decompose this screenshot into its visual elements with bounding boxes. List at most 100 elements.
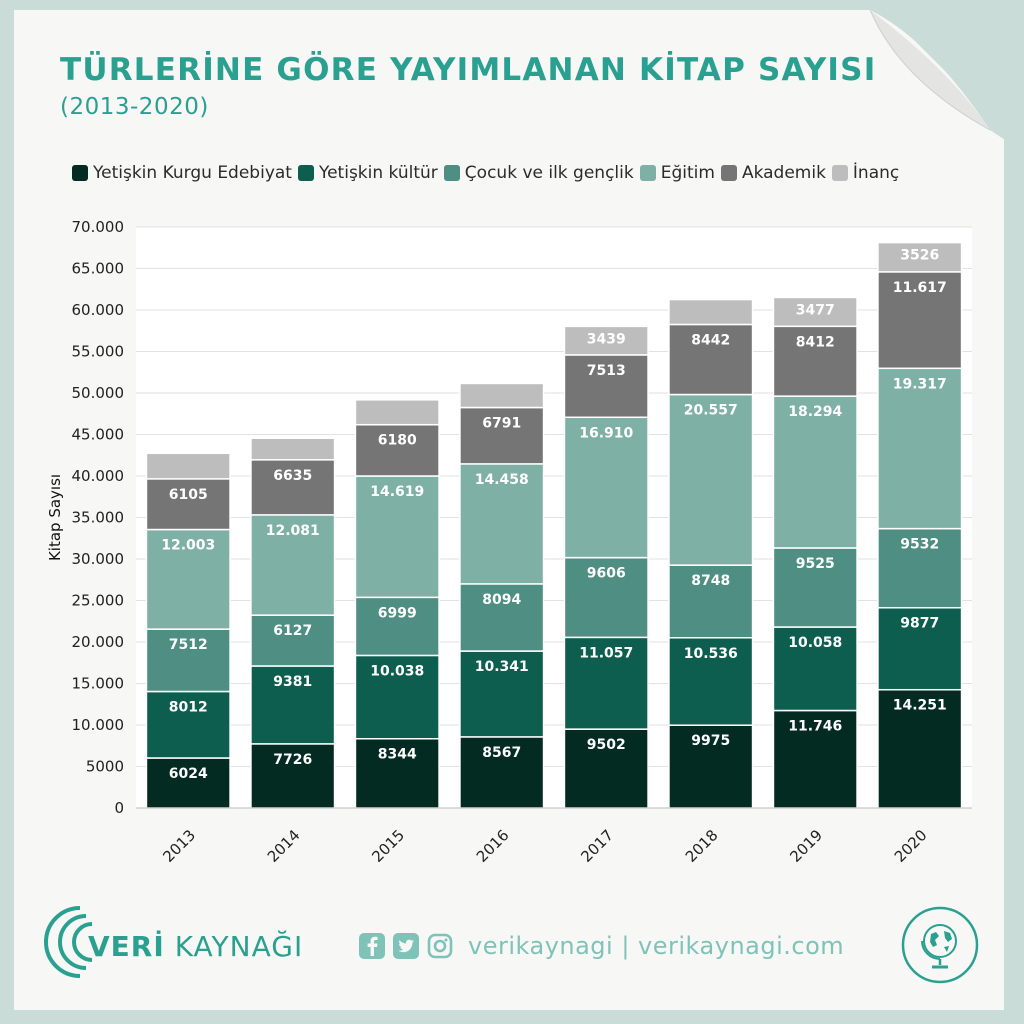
y-tick-label: 0 [114, 799, 124, 817]
legend-swatch [831, 165, 848, 181]
data-label: 11.746 [788, 719, 842, 735]
bar-segment [668, 724, 754, 809]
legend-label: Eğitim [660, 163, 715, 183]
bar-segment [250, 743, 336, 809]
bar-segment [668, 393, 754, 566]
data-label: 8748 [691, 573, 730, 589]
data-label: 9975 [691, 733, 730, 749]
bar-segment [563, 556, 649, 639]
legend-item-egitim: Eğitim [639, 163, 715, 183]
y-tick-label: 55.000 [72, 343, 125, 361]
y-tick-label: 20.000 [72, 633, 125, 651]
social-links: verikaynagi | verikaynagi.com [358, 932, 844, 960]
data-label: 12.081 [266, 523, 320, 539]
page-curl [870, 0, 1020, 150]
bar-segment [459, 736, 545, 809]
bar-segment [772, 626, 858, 712]
bar-segment [459, 382, 545, 409]
data-label: 7513 [587, 363, 626, 379]
legend-swatch [639, 165, 656, 181]
data-label: 9502 [587, 737, 626, 753]
data-label: 6791 [482, 416, 521, 432]
data-label: 14.619 [370, 484, 424, 500]
bar-segment [250, 459, 336, 516]
data-label: 6127 [273, 623, 312, 639]
legend-item-cocuk: Çocuk ve ilk gençlik [443, 163, 634, 183]
data-label: 10.341 [475, 659, 529, 675]
data-label: 8442 [691, 332, 730, 348]
y-tick-label: 25.000 [72, 592, 125, 610]
x-tick-label: 2013 [159, 826, 199, 866]
bar-segment [250, 614, 336, 667]
bar-segment [668, 637, 754, 726]
y-tick-label: 15.000 [72, 675, 125, 693]
bar-segment [877, 527, 963, 609]
legend-swatch [443, 165, 460, 181]
data-label: 7512 [169, 637, 208, 653]
y-tick-label: 30.000 [72, 550, 125, 568]
x-tick-label: 2019 [786, 826, 826, 866]
page-title: TÜRLERİNE GÖRE YAYIMLANAN KİTAP SAYISI [60, 52, 877, 88]
brand-prefix: VERİ [88, 930, 165, 963]
data-label: 8094 [482, 592, 521, 608]
bar-segment [877, 367, 963, 530]
y-tick-label: 35.000 [72, 509, 125, 527]
bar-segment [250, 437, 336, 461]
legend-item-akademik: Akademik [720, 163, 826, 183]
bar-segment [563, 636, 649, 730]
y-tick-label: 5000 [86, 758, 124, 776]
bar-segment [145, 757, 231, 809]
data-label: 3526 [900, 248, 939, 264]
data-label: 3477 [796, 302, 835, 318]
data-label: 16.910 [579, 425, 633, 441]
globe-icon [901, 906, 979, 984]
bar-segment [459, 406, 545, 465]
bar-segment [354, 737, 440, 809]
bar-segment [354, 596, 440, 657]
data-label: 11.057 [579, 645, 633, 661]
legend-label: Akademik [741, 163, 826, 183]
brand-logo-icon [44, 906, 93, 978]
x-tick-label: 2015 [368, 826, 408, 866]
x-tick-label: 2017 [577, 826, 617, 866]
x-tick-label: 2016 [473, 826, 513, 866]
bar-segment [354, 423, 440, 477]
brand-suffix: KAYNAĞI [174, 930, 304, 963]
bar-segment [459, 650, 545, 738]
chart-legend: Yetişkin Kurgu Edebiyat Yetişkin kültür … [72, 163, 905, 183]
data-label: 9532 [900, 537, 939, 553]
bar-segment [772, 709, 858, 809]
bar-segment [250, 514, 336, 616]
data-label: 8412 [796, 334, 835, 350]
data-label: 14.458 [475, 472, 529, 488]
legend-swatch [720, 165, 737, 181]
instagram-icon[interactable] [426, 932, 454, 960]
bar-segment [145, 478, 231, 531]
data-label: 9877 [900, 616, 939, 632]
y-axis-label: Kitap Sayısı [46, 474, 64, 561]
facebook-icon[interactable] [358, 932, 386, 960]
y-tick-label: 65.000 [72, 260, 125, 278]
data-label: 6024 [169, 766, 208, 782]
bar-segment [668, 323, 754, 396]
bar-segment [459, 583, 545, 652]
data-label: 6105 [169, 487, 208, 503]
legend-swatch [72, 165, 88, 181]
bar-segment [772, 395, 858, 549]
bar-segment [877, 271, 963, 370]
y-tick-label: 60.000 [72, 301, 125, 319]
data-label: 12.003 [161, 538, 215, 554]
data-label: 19.317 [893, 376, 947, 392]
bar-segment [772, 547, 858, 628]
social-handle-text: verikaynagi | verikaynagi.com [468, 932, 845, 960]
x-tick-label: 2020 [891, 826, 931, 866]
twitter-icon[interactable] [392, 932, 420, 960]
data-label: 10.058 [788, 635, 842, 651]
x-tick-label: 2014 [264, 826, 304, 866]
legend-item-yetiskin-kurgu: Yetişkin Kurgu Edebiyat [72, 163, 292, 183]
x-tick-label: 2018 [682, 826, 722, 866]
y-tick-label: 45.000 [72, 426, 125, 444]
bar-segment [563, 325, 649, 356]
bar-segment [354, 399, 440, 426]
data-label: 10.536 [684, 646, 738, 662]
